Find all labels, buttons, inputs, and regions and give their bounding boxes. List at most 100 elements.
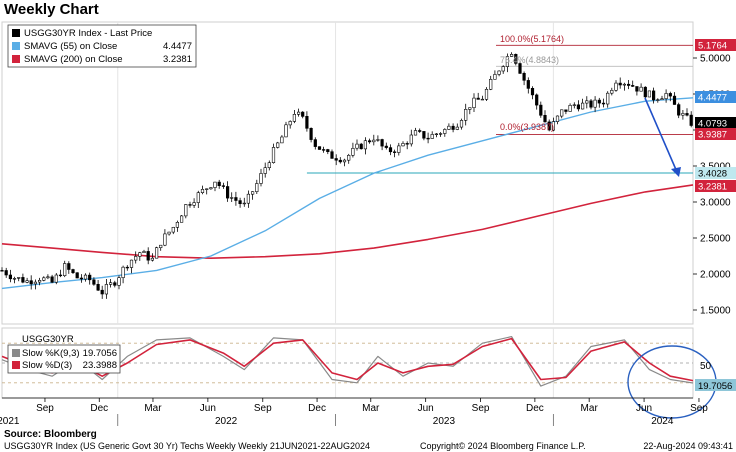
footer-center: Copyright© 2024 Bloomberg Finance L.P. — [420, 441, 586, 451]
candle-body-58 — [242, 202, 246, 205]
sma55-series-line — [1, 97, 694, 290]
x-month-label-6: Mar — [362, 403, 380, 414]
candle-body-12 — [50, 276, 54, 283]
lower-legend-swatch-k — [12, 349, 20, 357]
lower-legend-value-k: 19.7056 — [83, 348, 117, 359]
y-tick-label-4: 3.0000 — [700, 198, 731, 209]
x-month-label-0: Sep — [36, 403, 54, 414]
candle-body-5 — [21, 277, 25, 283]
candle-body-21 — [88, 274, 92, 281]
candle-body-11 — [46, 276, 50, 279]
candle-body-60 — [251, 191, 255, 195]
candle-body-59 — [246, 193, 251, 204]
lower-axis-tag-text: 19.7056 — [698, 381, 732, 392]
candle-body-124 — [518, 63, 522, 74]
candle-body-162 — [677, 104, 681, 116]
lower-axis-tag-bg — [695, 379, 736, 391]
x-axis: Sep Dec Mar Jun Sep Dec Mar Jun Sep Dec Mar Jun Sep 2… — [0, 397, 708, 427]
candle-body-123 — [514, 53, 518, 64]
legend-label-sma55: SMAVG (55) on Close — [24, 41, 117, 52]
candle-body-17 — [71, 269, 75, 274]
x-year-label-0: 2021 — [0, 416, 20, 427]
candle-body-88 — [367, 140, 372, 143]
candle-body-77 — [321, 149, 326, 151]
y-tag-bg-0 — [695, 39, 736, 51]
candle-body-24 — [100, 289, 104, 295]
candle-body-137 — [572, 104, 576, 106]
candle-body-133 — [555, 115, 560, 122]
candle-body-97 — [405, 143, 409, 145]
candle-body-100 — [418, 130, 422, 132]
x-month-label-5: Dec — [308, 403, 326, 414]
lower-legend-box — [7, 344, 121, 374]
trend-arrow — [644, 97, 681, 177]
candle-body-19 — [79, 277, 83, 280]
candle-body-90 — [376, 139, 380, 141]
y-tag-text-0: 5.1764 — [698, 41, 727, 52]
candle-body-140 — [585, 100, 589, 104]
candle-body-9 — [37, 279, 42, 283]
trend-arrow-head — [671, 167, 681, 177]
candle-body-28 — [117, 277, 121, 286]
candle-body-86 — [359, 143, 363, 150]
y-tag-bg-5 — [695, 180, 736, 192]
candle-body-22 — [92, 279, 96, 285]
candle-body-103 — [430, 134, 434, 139]
candle-body-139 — [580, 102, 585, 110]
candle-body-27 — [113, 282, 117, 286]
candle-body-122 — [509, 53, 514, 57]
lower-legend-swatch-d — [12, 361, 20, 369]
legend-value-sma55: 4.4477 — [163, 41, 192, 52]
candle-body-150 — [626, 83, 631, 86]
trend-arrow-line — [644, 97, 678, 173]
candle-body-120 — [501, 66, 505, 72]
candle-body-143 — [597, 99, 601, 104]
candle-body-101 — [422, 131, 426, 139]
candle-body-115 — [480, 98, 485, 101]
candle-body-30 — [125, 266, 129, 269]
candle-body-161 — [672, 95, 677, 105]
lower-legend-label-d: Slow %D(3) — [22, 360, 72, 371]
candle-body-154 — [643, 86, 647, 98]
candle-body-127 — [530, 88, 535, 96]
candle-body-47 — [196, 192, 200, 203]
candle-body-54 — [226, 186, 230, 199]
fib-label-mid: 76.4%(4.8843) — [500, 55, 559, 65]
candle-body-158 — [660, 98, 664, 100]
candle-body-23 — [96, 283, 100, 291]
candle-body-92 — [384, 145, 388, 148]
candle-body-57 — [238, 200, 242, 205]
lower-legend-label-k: Slow %K(9,3) — [22, 348, 80, 359]
candle-body-146 — [610, 90, 614, 94]
x-month-label-7: Jun — [418, 403, 434, 414]
candle-body-85 — [355, 143, 359, 149]
candle-body-152 — [635, 86, 639, 92]
candle-body-111 — [464, 109, 468, 121]
candle-body-116 — [484, 89, 489, 100]
legend-swatch-price — [12, 29, 20, 37]
x-year-label-2: 2023 — [433, 416, 456, 427]
candle-body-51 — [213, 181, 217, 188]
candle-body-144 — [601, 102, 606, 105]
candle-body-118 — [493, 74, 497, 80]
x-month-label-12: Sep — [690, 403, 708, 414]
candle-body-41 — [171, 227, 175, 233]
candle-body-95 — [397, 145, 401, 153]
candle-body-104 — [434, 133, 439, 135]
sma200-series-line — [1, 184, 694, 260]
candle-body-98 — [409, 134, 413, 145]
y-tick-label-7: 1.5000 — [700, 306, 731, 317]
candle-body-7 — [29, 280, 33, 285]
candle-body-45 — [188, 204, 192, 206]
candle-body-105 — [438, 133, 443, 135]
candle-body-110 — [459, 120, 464, 128]
candle-body-89 — [372, 139, 376, 143]
candle-body-1 — [4, 270, 8, 276]
candle-body-48 — [200, 189, 205, 194]
candle-body-130 — [543, 115, 547, 123]
candle-body-107 — [447, 125, 451, 130]
candle-body-163 — [681, 113, 685, 116]
candle-body-31 — [129, 259, 134, 268]
candle-body-99 — [413, 130, 418, 136]
candle-body-3 — [12, 278, 17, 280]
